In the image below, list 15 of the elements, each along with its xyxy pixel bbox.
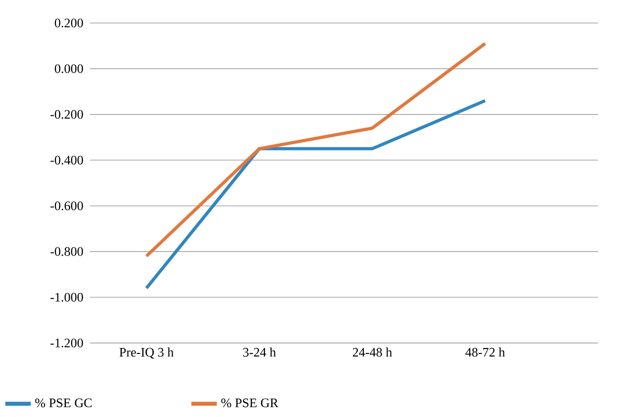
y-tick-label: 0.000 — [54, 64, 83, 74]
x-tick-label: 48-72 h — [465, 348, 505, 357]
x-tick-label: Pre-IQ 3 h — [119, 348, 174, 359]
line-series — [144, 42, 487, 258]
y-tick-label: -0.800 — [50, 247, 83, 256]
x-tick-label: 24-48 h — [352, 348, 392, 357]
y-tick-label: 0.200 — [54, 18, 83, 28]
legend-label: % PSE GC — [35, 398, 92, 408]
y-tick-label: -1.200 — [50, 338, 83, 348]
y-tick-label: -1.000 — [50, 292, 83, 302]
y-tick-label: -0.600 — [50, 201, 83, 210]
y-tick-label: -0.200 — [50, 110, 83, 119]
y-tick-label: -0.400 — [50, 156, 83, 165]
x-tick-label: 3-24 h — [243, 348, 276, 357]
legend-label: % PSE GR — [221, 398, 278, 408]
